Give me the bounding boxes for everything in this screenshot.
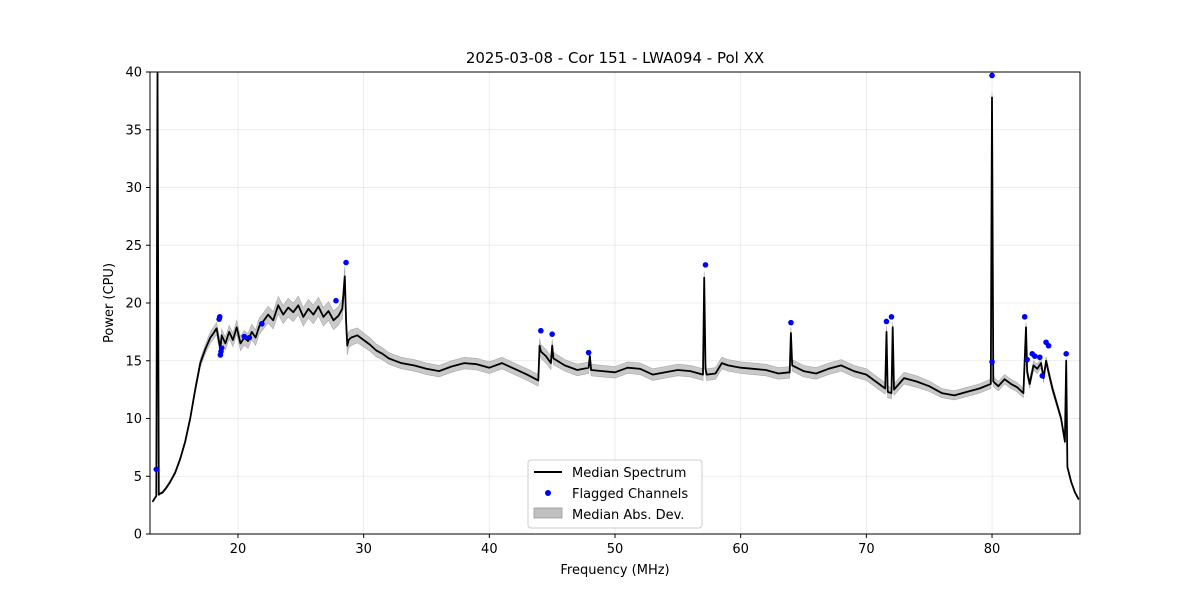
legend: Median Spectrum Flagged Channels Median … bbox=[527, 459, 703, 529]
flagged-point bbox=[1039, 372, 1046, 379]
x-tick-label: 40 bbox=[481, 542, 498, 557]
legend-box bbox=[527, 459, 703, 529]
x-tick-label: 50 bbox=[607, 542, 624, 557]
chart-title: 2025-03-08 - Cor 151 - LWA094 - Pol XX bbox=[466, 49, 764, 67]
median-spectrum-line bbox=[151, 72, 1080, 503]
tick-layer: 20 30 40 50 60 70 80 0 5 10 15 20 25 30 35 40 bbox=[125, 66, 1000, 558]
flagged-point bbox=[585, 349, 592, 356]
x-tick-label: 30 bbox=[355, 542, 372, 557]
mad-band-layer bbox=[152, 72, 1079, 504]
mad-band bbox=[152, 72, 1079, 504]
x-tick-label: 70 bbox=[858, 542, 875, 557]
median-line-layer bbox=[151, 72, 1080, 503]
flagged-point bbox=[1021, 314, 1028, 320]
flagged-point bbox=[989, 359, 995, 365]
legend-entry-median: Median Spectrum bbox=[572, 466, 686, 481]
x-axis-label: Frequency (MHz) bbox=[560, 563, 669, 578]
x-tick-label: 60 bbox=[732, 542, 749, 557]
flagged-point bbox=[343, 259, 349, 266]
x-tick-label: 20 bbox=[230, 542, 247, 557]
flagged-point bbox=[702, 262, 709, 268]
x-tick-label: 80 bbox=[984, 542, 1001, 557]
flagged-point bbox=[549, 331, 555, 337]
legend-entry-mad: Median Abs. Dev. bbox=[572, 508, 684, 523]
legend-dot-swatch bbox=[545, 490, 551, 496]
flagged-point bbox=[788, 319, 794, 326]
flagged-point bbox=[883, 318, 890, 325]
flagged-point bbox=[989, 72, 995, 79]
flagged-point bbox=[1045, 342, 1052, 349]
flagged-point bbox=[333, 297, 339, 304]
y-tick-label: 0 bbox=[134, 528, 142, 543]
grid-layer bbox=[150, 71, 1080, 535]
flagged-points-layer bbox=[153, 72, 1069, 473]
flagged-point bbox=[153, 466, 160, 473]
y-tick-label: 20 bbox=[125, 297, 142, 312]
y-tick-label: 15 bbox=[125, 354, 142, 369]
flagged-point bbox=[1036, 354, 1043, 361]
legend-band-swatch bbox=[533, 507, 563, 519]
flagged-point bbox=[246, 334, 253, 341]
flagged-point bbox=[218, 345, 225, 351]
flagged-point bbox=[241, 333, 248, 340]
flagged-point bbox=[888, 314, 895, 320]
flagged-point bbox=[1024, 356, 1031, 363]
flagged-point bbox=[259, 320, 265, 327]
y-axis-label: Power (CPU) bbox=[102, 263, 117, 343]
legend-entry-flagged: Flagged Channels bbox=[572, 487, 688, 502]
flagged-point bbox=[216, 314, 223, 320]
flagged-point bbox=[538, 327, 544, 334]
y-tick-label: 40 bbox=[125, 66, 142, 81]
y-tick-label: 30 bbox=[125, 181, 142, 196]
flagged-point bbox=[1031, 353, 1038, 359]
y-tick-label: 25 bbox=[125, 239, 142, 254]
flagged-point bbox=[1063, 351, 1069, 357]
y-tick-label: 10 bbox=[125, 412, 142, 427]
y-tick-label: 35 bbox=[125, 123, 142, 138]
y-tick-label: 5 bbox=[134, 470, 142, 485]
